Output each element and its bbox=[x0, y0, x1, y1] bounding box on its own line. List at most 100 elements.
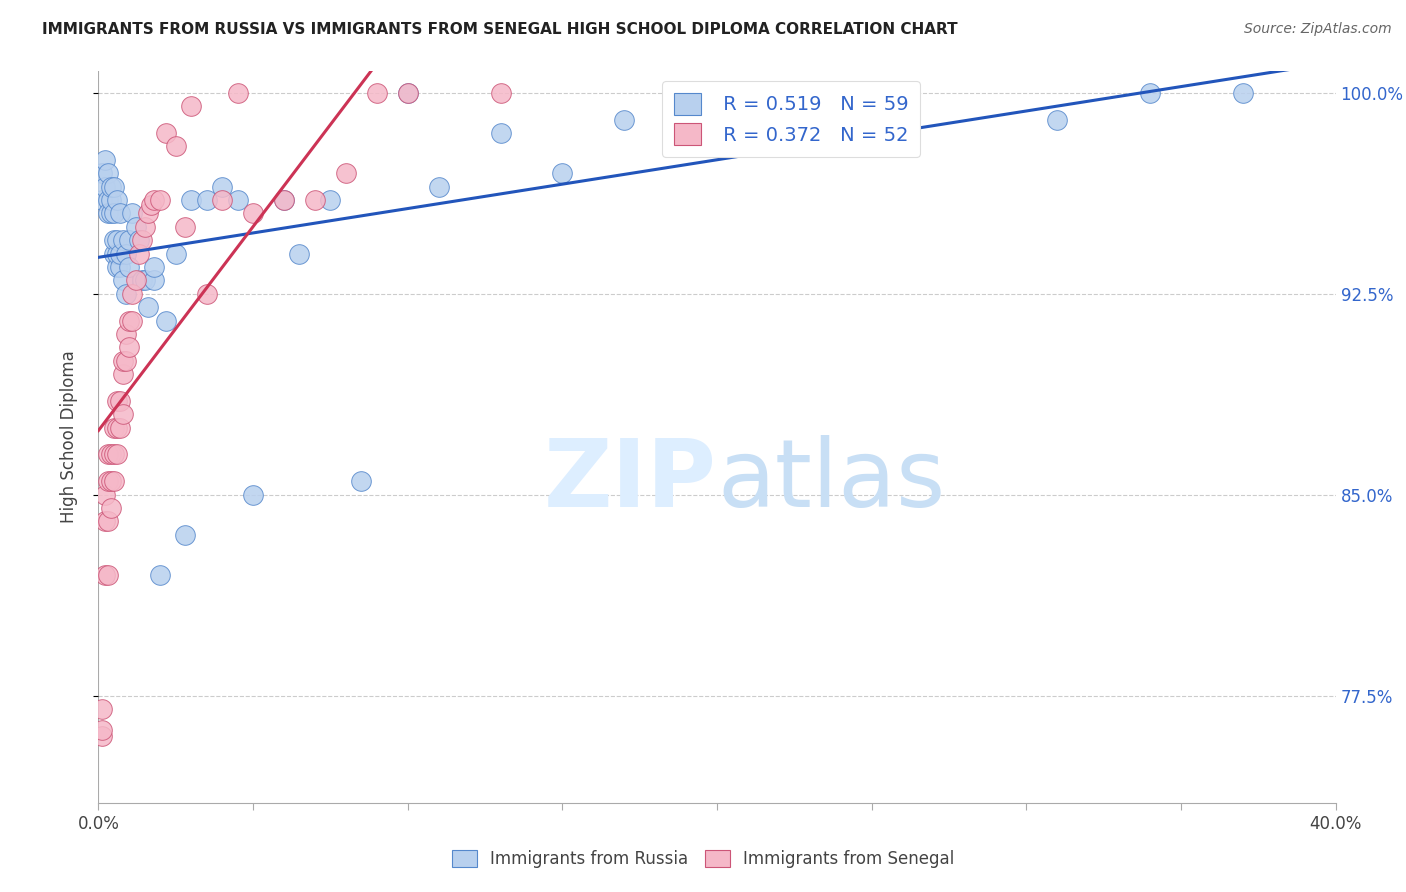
Point bbox=[149, 193, 172, 207]
Legend:  R = 0.519   N = 59,  R = 0.372   N = 52: R = 0.519 N = 59, R = 0.372 N = 52 bbox=[662, 81, 920, 157]
Point bbox=[103, 475, 125, 489]
Point bbox=[1139, 86, 1161, 100]
Point bbox=[105, 260, 128, 274]
Text: Source: ZipAtlas.com: Source: ZipAtlas.com bbox=[1244, 22, 1392, 37]
Point bbox=[768, 99, 790, 113]
Point bbox=[103, 179, 125, 194]
Point bbox=[134, 273, 156, 287]
Point bbox=[118, 260, 141, 274]
Point bbox=[242, 206, 264, 220]
Point bbox=[143, 193, 166, 207]
Point bbox=[195, 286, 218, 301]
Point bbox=[118, 233, 141, 247]
Point bbox=[226, 86, 249, 100]
Point bbox=[115, 326, 138, 341]
Legend: Immigrants from Russia, Immigrants from Senegal: Immigrants from Russia, Immigrants from … bbox=[444, 843, 962, 875]
Point bbox=[427, 179, 450, 194]
Point bbox=[90, 166, 112, 180]
Text: atlas: atlas bbox=[717, 435, 945, 527]
Point bbox=[97, 475, 120, 489]
Point bbox=[1046, 112, 1069, 127]
Point bbox=[396, 86, 419, 100]
Point bbox=[108, 260, 131, 274]
Point bbox=[149, 568, 172, 582]
Point bbox=[115, 246, 138, 260]
Point bbox=[1232, 86, 1254, 100]
Point bbox=[195, 193, 218, 207]
Point bbox=[124, 273, 146, 287]
Point bbox=[350, 475, 373, 489]
Point bbox=[93, 568, 115, 582]
Point bbox=[100, 206, 122, 220]
Point bbox=[136, 300, 159, 314]
Point bbox=[93, 515, 115, 529]
Point bbox=[211, 193, 233, 207]
Text: IMMIGRANTS FROM RUSSIA VS IMMIGRANTS FROM SENEGAL HIGH SCHOOL DIPLOMA CORRELATIO: IMMIGRANTS FROM RUSSIA VS IMMIGRANTS FRO… bbox=[42, 22, 957, 37]
Point bbox=[366, 86, 388, 100]
Point bbox=[90, 193, 112, 207]
Point bbox=[100, 448, 122, 462]
Point bbox=[304, 193, 326, 207]
Point bbox=[128, 246, 150, 260]
Point bbox=[174, 219, 197, 234]
Point bbox=[211, 179, 233, 194]
Point bbox=[174, 528, 197, 542]
Point bbox=[97, 166, 120, 180]
Point bbox=[155, 313, 177, 327]
Point bbox=[105, 420, 128, 434]
Point bbox=[97, 193, 120, 207]
Point bbox=[706, 139, 728, 153]
Point bbox=[100, 475, 122, 489]
Point bbox=[112, 367, 135, 381]
Point bbox=[108, 206, 131, 220]
Point bbox=[97, 568, 120, 582]
Point bbox=[105, 393, 128, 408]
Point bbox=[103, 233, 125, 247]
Point bbox=[115, 353, 138, 368]
Point bbox=[118, 313, 141, 327]
Point bbox=[551, 166, 574, 180]
Point bbox=[93, 179, 115, 194]
Point bbox=[97, 448, 120, 462]
Point bbox=[112, 407, 135, 421]
Point bbox=[121, 206, 143, 220]
Point bbox=[112, 273, 135, 287]
Point bbox=[121, 313, 143, 327]
Point bbox=[108, 420, 131, 434]
Point bbox=[335, 166, 357, 180]
Point bbox=[139, 198, 162, 212]
Point bbox=[143, 273, 166, 287]
Point bbox=[108, 246, 131, 260]
Point bbox=[165, 139, 187, 153]
Point bbox=[105, 448, 128, 462]
Point bbox=[97, 515, 120, 529]
Point bbox=[124, 219, 146, 234]
Point bbox=[90, 702, 112, 716]
Point bbox=[891, 86, 914, 100]
Point bbox=[105, 193, 128, 207]
Point bbox=[180, 193, 202, 207]
Point bbox=[143, 260, 166, 274]
Point bbox=[93, 153, 115, 167]
Point bbox=[100, 179, 122, 194]
Point bbox=[396, 86, 419, 100]
Point bbox=[103, 448, 125, 462]
Point bbox=[226, 193, 249, 207]
Point bbox=[93, 488, 115, 502]
Point bbox=[128, 233, 150, 247]
Point bbox=[273, 193, 295, 207]
Point bbox=[165, 246, 187, 260]
Point bbox=[90, 723, 112, 738]
Point bbox=[100, 501, 122, 516]
Point bbox=[118, 340, 141, 354]
Y-axis label: High School Diploma: High School Diploma bbox=[59, 351, 77, 524]
Point bbox=[613, 112, 636, 127]
Point bbox=[131, 273, 153, 287]
Point bbox=[319, 193, 342, 207]
Text: ZIP: ZIP bbox=[544, 435, 717, 527]
Point bbox=[100, 193, 122, 207]
Point bbox=[121, 286, 143, 301]
Point bbox=[105, 246, 128, 260]
Point bbox=[489, 126, 512, 140]
Point bbox=[112, 233, 135, 247]
